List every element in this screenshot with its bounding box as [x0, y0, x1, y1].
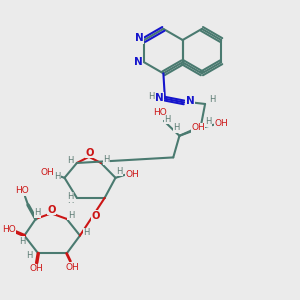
- Text: H: H: [26, 251, 32, 260]
- Text: N: N: [155, 93, 164, 103]
- Text: H: H: [34, 208, 41, 217]
- Text: O: O: [85, 148, 94, 158]
- Text: N: N: [135, 34, 143, 44]
- Text: H: H: [148, 92, 154, 101]
- Text: H: H: [173, 123, 179, 132]
- Text: H: H: [205, 117, 211, 126]
- Text: H: H: [210, 95, 216, 104]
- Text: HO: HO: [153, 108, 166, 117]
- Text: H: H: [84, 228, 90, 237]
- Text: OH: OH: [40, 168, 54, 177]
- Text: H: H: [116, 167, 122, 176]
- Text: H: H: [67, 196, 73, 205]
- Text: O: O: [48, 205, 56, 214]
- Text: H: H: [103, 155, 110, 164]
- Text: HO: HO: [2, 225, 16, 234]
- Text: H: H: [68, 211, 74, 220]
- Text: OH: OH: [66, 262, 80, 272]
- Text: N: N: [134, 57, 142, 67]
- Text: O: O: [91, 211, 100, 221]
- Text: H: H: [67, 156, 73, 165]
- Text: OH: OH: [191, 123, 205, 132]
- Text: H: H: [67, 193, 73, 202]
- Text: H: H: [19, 237, 25, 246]
- Text: OH: OH: [30, 264, 44, 273]
- Text: H: H: [55, 172, 61, 181]
- Text: HO: HO: [16, 186, 29, 195]
- Text: OH: OH: [214, 119, 228, 128]
- Text: N: N: [186, 96, 195, 106]
- Text: H: H: [164, 115, 171, 124]
- Text: OH: OH: [125, 169, 139, 178]
